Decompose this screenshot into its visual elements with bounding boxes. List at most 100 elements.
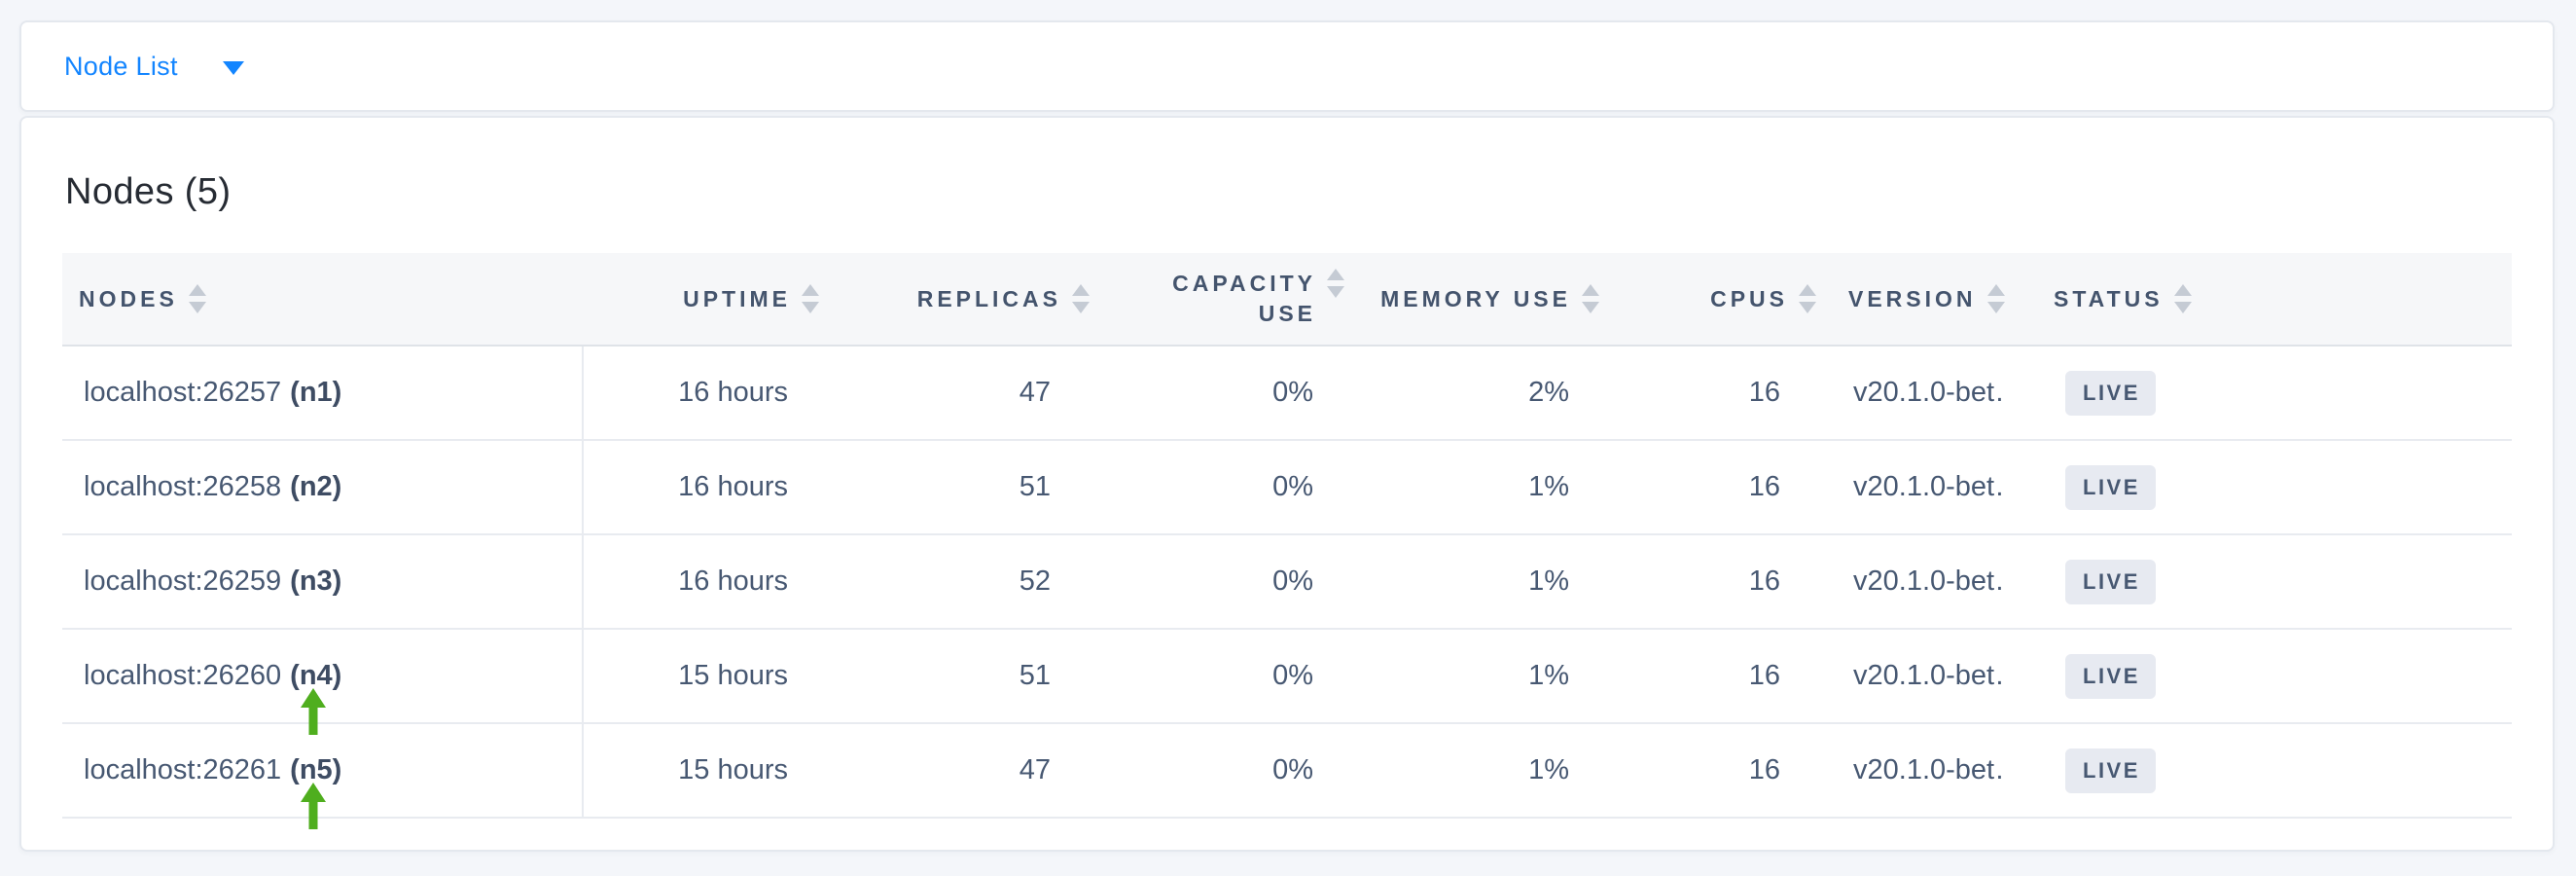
sort-arrows-icon bbox=[1072, 284, 1090, 313]
node-address-cell: localhost:26258 (n2) bbox=[62, 441, 584, 533]
uptime-cell: 15 hours bbox=[678, 754, 788, 785]
node-address: localhost:26259 bbox=[84, 566, 282, 597]
cpus-cell: 16 bbox=[1748, 754, 1780, 785]
capacity-use-cell: 0% bbox=[1272, 660, 1313, 691]
nodes-table: NODES UPTIME REPLICAS CAPACITY USE bbox=[62, 253, 2512, 819]
column-label: STATUS bbox=[2054, 285, 2164, 311]
status-cell: LIVE bbox=[2013, 630, 2512, 722]
column-label: VERSION bbox=[1848, 285, 1977, 311]
column-label: CPUS bbox=[1710, 285, 1788, 311]
replicas-cell: 52 bbox=[1019, 566, 1051, 597]
table-row[interactable]: localhost:26260 (n4) 15 hours 51 0% 1% 1… bbox=[62, 630, 2512, 724]
column-header-uptime[interactable]: UPTIME bbox=[584, 253, 822, 345]
sort-arrows-icon bbox=[1327, 269, 1344, 298]
version-text: v20.1.0-bet… bbox=[1853, 471, 2001, 502]
status-cell: LIVE bbox=[2013, 347, 2512, 439]
node-id: (n2) bbox=[290, 471, 342, 502]
column-header-replicas[interactable]: REPLICAS bbox=[822, 253, 1092, 345]
column-label-line1: CAPACITY bbox=[1172, 271, 1316, 296]
version-cell: v20.1.0-bet… bbox=[1819, 441, 2013, 533]
replicas-cell: 51 bbox=[1019, 660, 1051, 691]
version-cell: v20.1.0-bet… bbox=[1819, 724, 2013, 817]
status-badge: LIVE bbox=[2065, 653, 2156, 699]
cpus-cell: 16 bbox=[1748, 566, 1780, 597]
green-arrow-annotation-n4 bbox=[301, 688, 326, 735]
status-badge: LIVE bbox=[2065, 559, 2156, 604]
cpus-cell: 16 bbox=[1748, 660, 1780, 691]
table-row[interactable]: localhost:26261 (n5) 15 hours 47 0% 1% 1… bbox=[62, 724, 2512, 819]
table-row[interactable]: localhost:26258 (n2) 16 hours 51 0% 1% 1… bbox=[62, 441, 2512, 535]
column-header-version[interactable]: VERSION bbox=[1819, 253, 2013, 345]
nodes-card: Nodes (5) NODES UPTIME REPLICAS CAPACI bbox=[19, 116, 2555, 852]
node-id: (n1) bbox=[290, 377, 342, 408]
version-text: v20.1.0-bet… bbox=[1853, 660, 2001, 691]
sort-arrows-icon bbox=[1582, 284, 1599, 313]
uptime-cell: 16 hours bbox=[678, 566, 788, 597]
uptime-cell: 16 hours bbox=[678, 471, 788, 502]
node-address: localhost:26257 bbox=[84, 377, 282, 408]
column-header-memory-use[interactable]: MEMORY USE bbox=[1347, 253, 1602, 345]
version-cell: v20.1.0-bet… bbox=[1819, 535, 2013, 628]
column-header-capacity-use[interactable]: CAPACITY USE bbox=[1092, 253, 1347, 345]
node-address-cell: localhost:26259 (n3) bbox=[62, 535, 584, 628]
column-header-nodes[interactable]: NODES bbox=[62, 253, 584, 345]
sort-arrows-icon bbox=[802, 284, 819, 313]
column-header-cpus[interactable]: CPUS bbox=[1602, 253, 1819, 345]
version-cell: v20.1.0-bet… bbox=[1819, 347, 2013, 439]
column-label: NODES bbox=[79, 285, 178, 311]
table-header-row: NODES UPTIME REPLICAS CAPACITY USE bbox=[62, 253, 2512, 347]
status-badge: LIVE bbox=[2065, 464, 2156, 510]
replicas-cell: 47 bbox=[1019, 377, 1051, 408]
status-cell: LIVE bbox=[2013, 441, 2512, 533]
status-cell: LIVE bbox=[2013, 724, 2512, 817]
chevron-down-icon bbox=[222, 61, 244, 75]
status-badge: LIVE bbox=[2065, 370, 2156, 416]
cpus-cell: 16 bbox=[1748, 471, 1780, 502]
status-badge: LIVE bbox=[2065, 748, 2156, 793]
replicas-cell: 51 bbox=[1019, 471, 1051, 502]
column-label: CAPACITY USE bbox=[1172, 269, 1316, 329]
view-dropdown[interactable]: Node List bbox=[64, 52, 244, 82]
column-label: UPTIME bbox=[683, 285, 791, 311]
memory-use-cell: 1% bbox=[1528, 471, 1569, 502]
table-body: localhost:26257 (n1) 16 hours 47 0% 2% 1… bbox=[62, 347, 2512, 819]
version-text: v20.1.0-bet… bbox=[1853, 566, 2001, 597]
sort-arrows-icon bbox=[188, 284, 206, 313]
node-address-cell: localhost:26257 (n1) bbox=[62, 347, 584, 439]
column-header-status[interactable]: STATUS bbox=[2013, 253, 2512, 345]
memory-use-cell: 1% bbox=[1528, 660, 1569, 691]
status-cell: LIVE bbox=[2013, 535, 2512, 628]
version-cell: v20.1.0-bet… bbox=[1819, 630, 2013, 722]
capacity-use-cell: 0% bbox=[1272, 377, 1313, 408]
uptime-cell: 16 hours bbox=[678, 377, 788, 408]
version-text: v20.1.0-bet… bbox=[1853, 377, 2001, 408]
sort-arrows-icon bbox=[1986, 284, 2005, 313]
memory-use-cell: 1% bbox=[1528, 754, 1569, 785]
replicas-cell: 47 bbox=[1019, 754, 1051, 785]
column-label: REPLICAS bbox=[916, 285, 1061, 311]
column-label: MEMORY USE bbox=[1380, 285, 1571, 311]
node-address-cell: localhost:26261 (n5) bbox=[62, 724, 584, 817]
node-address: localhost:26258 bbox=[84, 471, 282, 502]
capacity-use-cell: 0% bbox=[1272, 471, 1313, 502]
view-selector-bar: Node List bbox=[19, 20, 2555, 112]
node-id: (n4) bbox=[290, 660, 342, 691]
sort-arrows-icon bbox=[2173, 284, 2192, 313]
table-row[interactable]: localhost:26257 (n1) 16 hours 47 0% 2% 1… bbox=[62, 347, 2512, 441]
memory-use-cell: 2% bbox=[1528, 377, 1569, 408]
table-row[interactable]: localhost:26259 (n3) 16 hours 52 0% 1% 1… bbox=[62, 535, 2512, 630]
uptime-cell: 15 hours bbox=[678, 660, 788, 691]
node-address: localhost:26261 bbox=[84, 754, 282, 785]
version-text: v20.1.0-bet… bbox=[1853, 754, 2001, 785]
green-arrow-annotation-n5 bbox=[301, 783, 326, 829]
capacity-use-cell: 0% bbox=[1272, 566, 1313, 597]
capacity-use-cell: 0% bbox=[1272, 754, 1313, 785]
view-dropdown-label: Node List bbox=[64, 51, 178, 81]
sort-arrows-icon bbox=[1799, 284, 1816, 313]
node-address: localhost:26260 bbox=[84, 660, 282, 691]
cpus-cell: 16 bbox=[1748, 377, 1780, 408]
page-title: Nodes (5) bbox=[65, 171, 232, 212]
column-label-line2: USE bbox=[1258, 301, 1316, 326]
node-id: (n5) bbox=[290, 754, 342, 785]
